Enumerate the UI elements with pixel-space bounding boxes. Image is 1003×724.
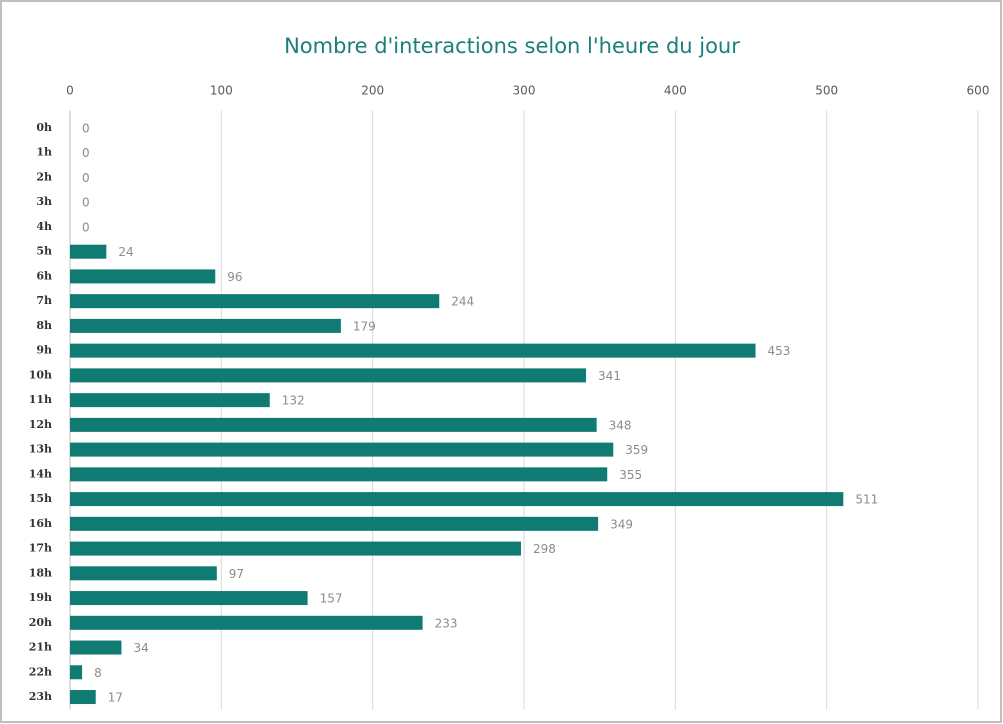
y-tick-label: 3h [36,195,52,208]
x-tick-label: 500 [815,84,838,98]
y-tick-label: 8h [36,319,52,332]
bar [70,516,599,531]
bar [70,442,614,457]
data-label: 298 [533,542,556,556]
y-tick-label: 21h [29,641,52,654]
bar [70,393,270,408]
x-tick-label: 300 [513,84,536,98]
bar [70,665,83,680]
bar [70,318,341,333]
data-label: 17 [108,691,123,705]
y-tick-label: 12h [29,418,52,431]
bar [70,244,107,259]
data-label: 0 [82,220,90,234]
y-tick-label: 15h [29,492,52,505]
bar [70,640,122,655]
bar [70,294,440,309]
data-label: 34 [133,641,148,655]
x-tick-label: 600 [967,84,990,98]
data-label: 348 [609,418,632,432]
x-tick-label: 400 [664,84,687,98]
data-label: 349 [610,517,633,531]
data-label: 453 [768,344,791,358]
y-tick-label: 22h [29,665,52,678]
data-label: 359 [625,443,648,457]
y-tick-label: 17h [29,542,52,555]
y-tick-label: 11h [29,393,52,406]
data-label: 0 [82,196,90,210]
y-tick-label: 16h [29,517,52,530]
data-label: 355 [619,468,642,482]
data-label: 0 [82,146,90,160]
y-tick-label: 1h [36,146,52,159]
data-label: 97 [229,567,244,581]
bar [70,467,608,482]
data-label: 132 [282,394,305,408]
data-label: 511 [855,493,878,507]
data-label: 0 [82,121,90,135]
data-label: 157 [320,592,343,606]
y-tick-label: 14h [29,467,52,480]
y-tick-label: 7h [36,294,52,307]
bar [70,690,96,705]
bar [70,541,521,556]
data-label: 0 [82,171,90,185]
y-tick-label: 20h [29,616,52,629]
bar [70,368,587,383]
y-tick-label: 13h [29,443,52,456]
bar [70,343,756,358]
y-tick-label: 10h [29,368,52,381]
x-tick-label: 0 [66,84,74,98]
data-label: 233 [435,616,458,630]
y-tick-label: 18h [29,566,52,579]
y-tick-label: 2h [36,170,52,183]
chart-title: Nombre d'interactions selon l'heure du j… [284,34,740,58]
y-tick-label: 19h [29,591,52,604]
y-tick-label: 23h [29,690,52,703]
data-label: 8 [94,666,102,680]
bar [70,417,597,432]
y-tick-label: 9h [36,344,52,357]
bar [70,566,217,581]
data-label: 179 [353,319,376,333]
bar [70,591,308,606]
y-tick-label: 0h [36,121,52,134]
data-label: 341 [598,369,621,383]
data-label: 96 [227,270,242,284]
data-label: 244 [451,295,474,309]
data-label: 24 [118,245,133,259]
bar [70,492,844,507]
bar [70,269,216,284]
y-tick-label: 5h [36,245,52,258]
x-tick-label: 200 [361,84,384,98]
x-tick-label: 100 [210,84,233,98]
y-tick-label: 6h [36,269,52,282]
bar [70,615,423,630]
y-tick-label: 4h [36,220,52,233]
